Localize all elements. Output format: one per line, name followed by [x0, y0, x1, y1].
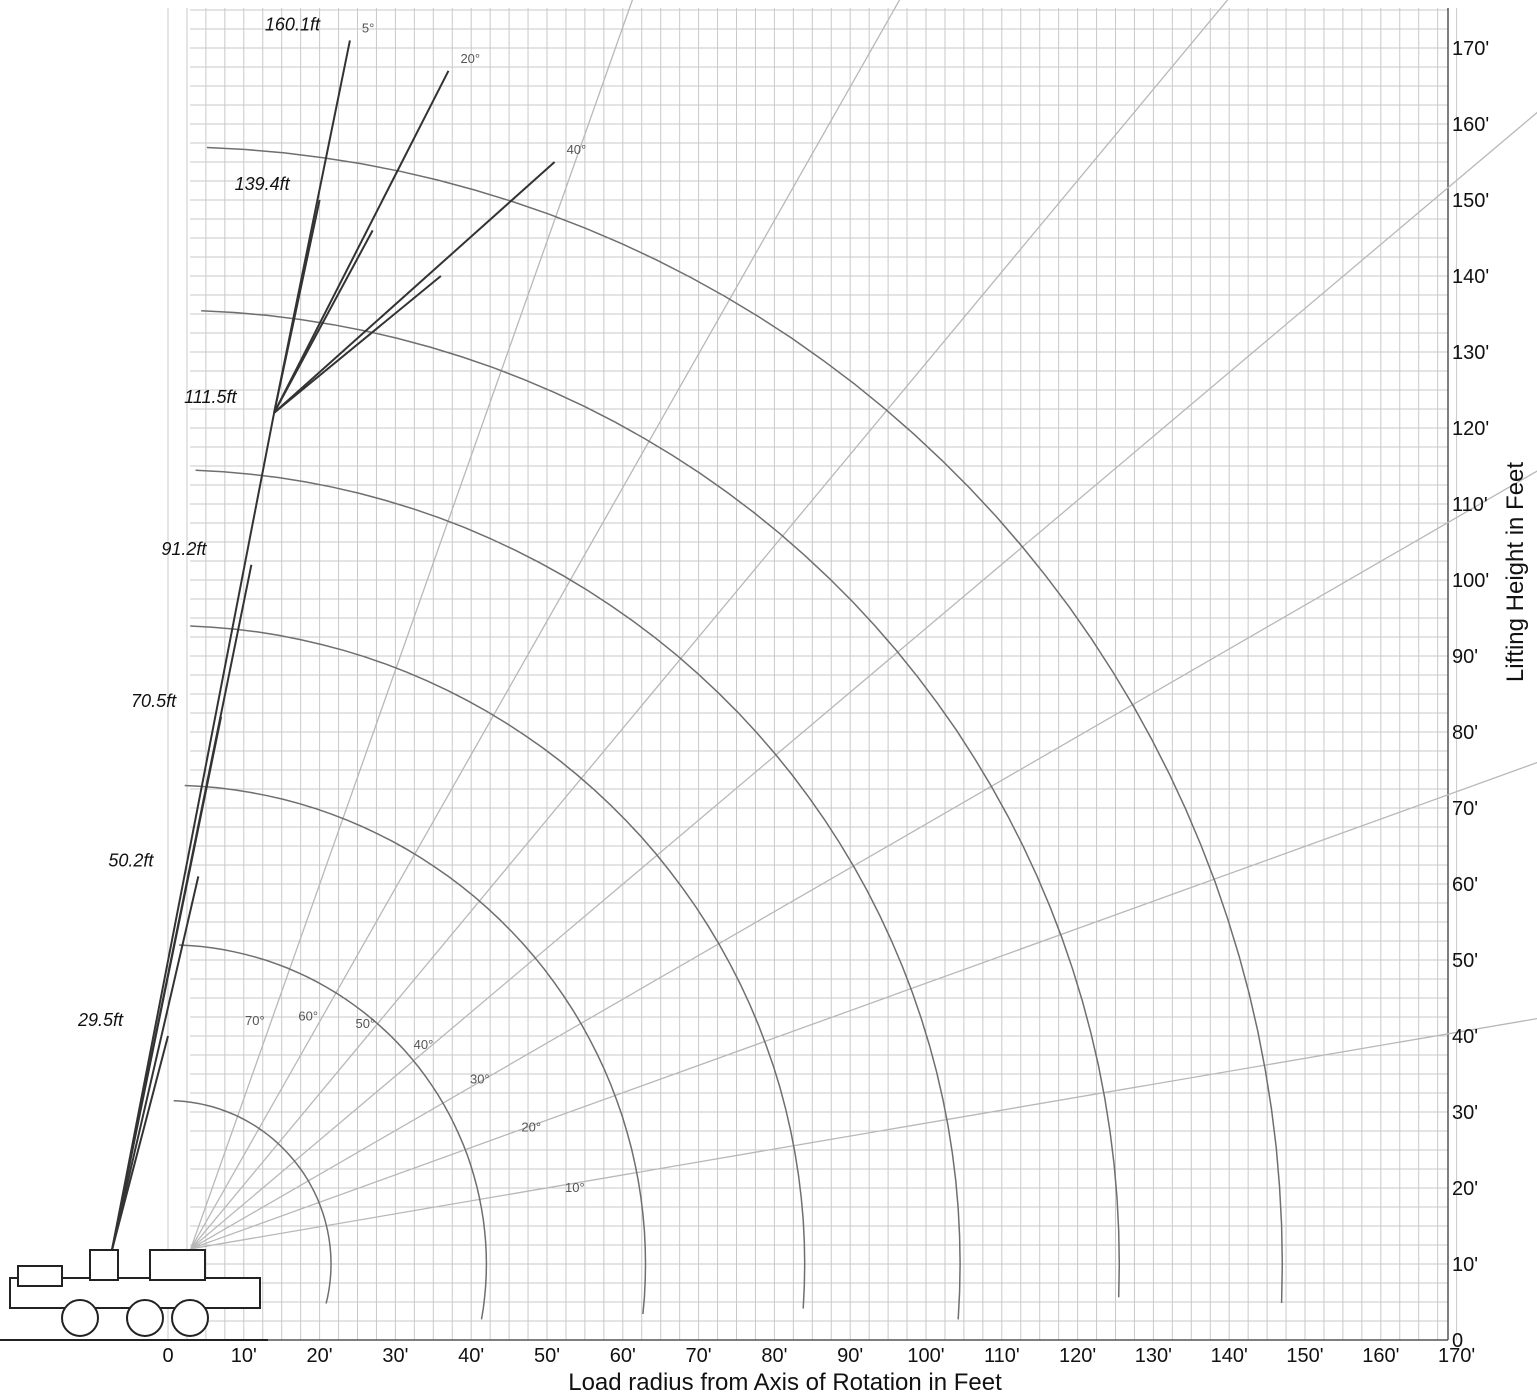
y-axis-ticks: 0 10' 20' 30' 40' 50' 60' 70' 80' 90' 100' 110' 120'… [1452, 38, 1489, 1352]
jib-line [273, 275, 442, 414]
radius-arc [195, 469, 961, 1320]
grid [0, 8, 1458, 1341]
boom-angle-label: 30° [470, 1072, 490, 1087]
y-tick-label: 100' [1452, 570, 1489, 592]
boom-angle-label: 50° [355, 1016, 375, 1031]
main-boom-line [111, 1035, 169, 1251]
x-tick-label: 150' [1286, 1345, 1323, 1367]
y-tick-label: 80' [1452, 722, 1478, 744]
x-tick-label: 0 [162, 1345, 173, 1367]
boom-length-label: 29.5ft [77, 1010, 124, 1030]
y-tick-label: 20' [1452, 1178, 1478, 1200]
x-axis-title: Load radius from Axis of Rotation in Fee… [568, 1369, 1002, 1395]
jib-line [273, 70, 450, 414]
jib-offset-label: 20° [460, 51, 480, 66]
y-axis-title: Lifting Height in Feet [1502, 462, 1529, 682]
x-tick-label: 10' [231, 1345, 257, 1367]
boom-angle-label: 10° [565, 1180, 585, 1195]
x-axis-ticks: 0 10' 20' 30' 40' 50' 60' 70' 80' 90' 100' 110' 120'… [162, 1345, 1475, 1367]
boom-angle-line [190, 0, 634, 1250]
radius-arcs [173, 146, 1284, 1320]
boom-length-label: 70.5ft [131, 691, 177, 711]
jib-offset-label: 5° [362, 20, 374, 35]
x-tick-label: 80' [761, 1345, 787, 1367]
y-tick-label: 160' [1452, 114, 1489, 136]
boom-angle-line [190, 0, 1229, 1250]
boom-angle-labels: 70° 60° 50° 40° 30° 20° 10° [245, 1008, 585, 1195]
x-tick-label: 60' [610, 1345, 636, 1367]
y-tick-label: 130' [1452, 342, 1489, 364]
crane-truck-illustration [0, 1249, 268, 1341]
x-tick-label: 90' [837, 1345, 863, 1367]
y-tick-label: 30' [1452, 1102, 1478, 1124]
y-tick-label: 110' [1452, 494, 1488, 516]
x-tick-label: 50' [534, 1345, 560, 1367]
boom-angle-line [190, 761, 1537, 1250]
y-tick-label: 10' [1452, 1254, 1478, 1276]
y-tick-label: 140' [1452, 266, 1489, 288]
boom-positions [111, 40, 556, 1251]
main-boom-line [111, 876, 200, 1251]
x-tick-label: 130' [1135, 1345, 1172, 1367]
boom-angle-line [190, 470, 1537, 1250]
boom-angle-line [190, 1017, 1537, 1250]
boom-angle-label: 40° [414, 1037, 434, 1052]
radius-arc [206, 146, 1284, 1304]
radius-arc [184, 784, 647, 1315]
boom-angle-line [190, 0, 901, 1250]
y-tick-label: 40' [1452, 1026, 1478, 1048]
radius-arc [201, 310, 1121, 1298]
x-tick-label: 170' [1438, 1345, 1475, 1367]
y-tick-label: 0 [1452, 1330, 1463, 1352]
y-tick-label: 120' [1452, 418, 1489, 440]
x-tick-label: 30' [382, 1345, 408, 1367]
y-tick-label: 90' [1452, 646, 1478, 668]
y-tick-label: 150' [1452, 190, 1489, 212]
x-tick-label: 40' [458, 1345, 484, 1367]
boom-angle-label: 70° [245, 1013, 265, 1028]
radius-arc [173, 1099, 332, 1304]
boom-length-label: 111.5ft [184, 387, 237, 407]
boom-angle-line [190, 111, 1537, 1250]
jib-length-label: 139.4ft [235, 174, 291, 194]
y-tick-label: 70' [1452, 798, 1478, 820]
x-tick-label: 160' [1362, 1345, 1399, 1367]
main-boom-line [111, 564, 253, 1251]
x-tick-label: 140' [1211, 1345, 1248, 1367]
y-tick-label: 50' [1452, 950, 1478, 972]
jib-line [273, 161, 556, 414]
main-boom-line [111, 412, 276, 1251]
boom-length-label: 50.2ft [108, 850, 154, 870]
jib-length-label: 160.1ft [265, 14, 321, 34]
radius-arc [179, 944, 488, 1320]
boom-length-labels: 29.5ft 50.2ft 70.5ft 91.2ft 111.5ft 139.4ft 16… [77, 14, 321, 1030]
jib-line [273, 40, 351, 413]
jib-offset-labels: 5° 20° 40° [362, 20, 586, 157]
boom-angle-label: 60° [298, 1008, 318, 1023]
x-tick-label: 70' [686, 1345, 712, 1367]
x-tick-label: 100' [907, 1345, 944, 1367]
y-tick-label: 170' [1452, 38, 1489, 60]
y-tick-label: 60' [1452, 874, 1478, 896]
boom-length-label: 91.2ft [161, 539, 207, 559]
x-tick-label: 110' [984, 1345, 1020, 1367]
x-tick-label: 120' [1059, 1345, 1096, 1367]
x-tick-label: 20' [307, 1345, 333, 1367]
boom-angle-lines [190, 0, 1537, 1250]
jib-offset-label: 40° [567, 142, 587, 157]
radius-arc [190, 625, 806, 1309]
boom-angle-label: 20° [521, 1119, 541, 1134]
